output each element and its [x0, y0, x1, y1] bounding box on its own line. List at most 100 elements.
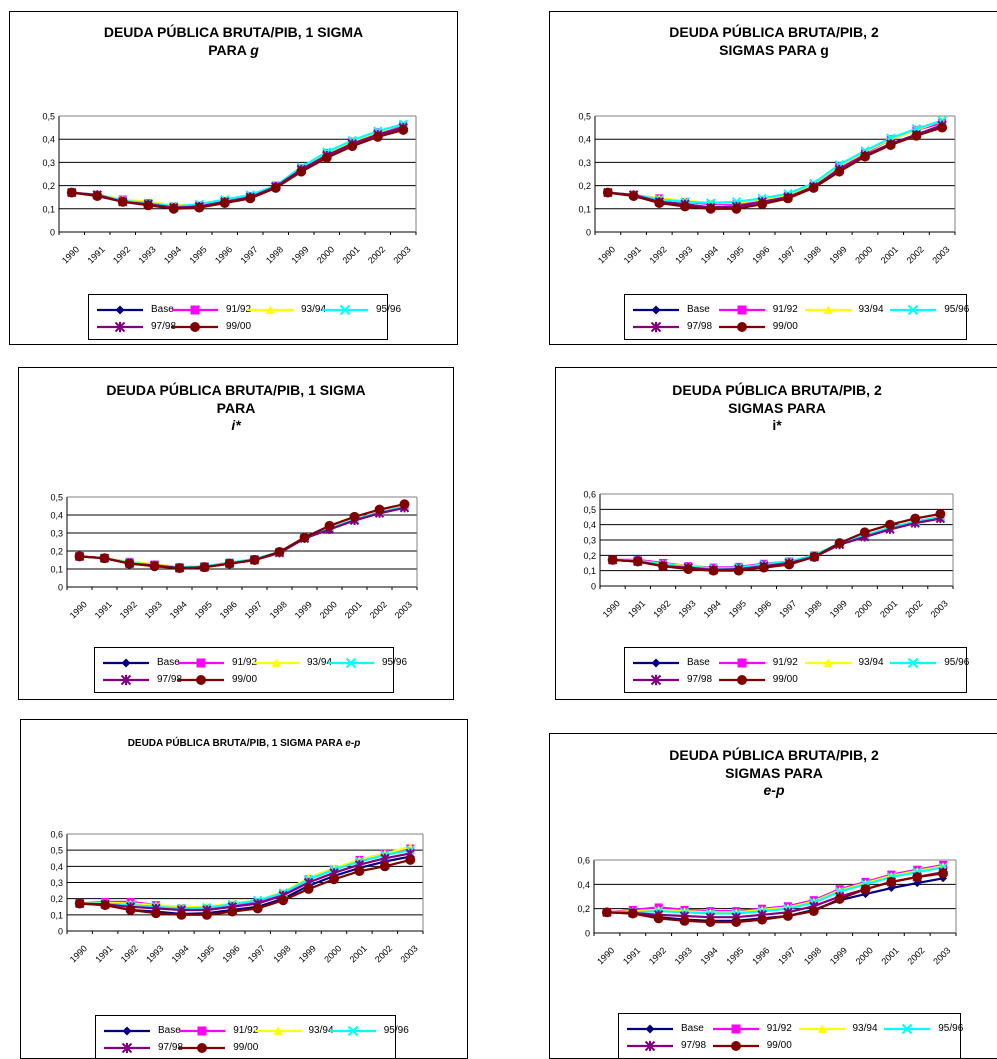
- data-point: [299, 532, 310, 543]
- x-tick-label: 2002: [905, 244, 926, 265]
- x-tick-label: 1996: [752, 598, 773, 619]
- plot: 0 0,1 0,2 0,3 0,4 0,5 1990 1991 1992 1993 1994 1995…: [50, 493, 418, 621]
- title-line: SIGMAS PARA g: [719, 41, 829, 58]
- data-point: [100, 900, 111, 911]
- x-tick-label: 1990: [596, 244, 617, 265]
- legend-swatch-93-94: [247, 305, 293, 314]
- y-tick-label: 0,4: [50, 511, 63, 521]
- legend-swatch-93-94: [254, 1026, 301, 1035]
- x-tick-label: 2001: [880, 945, 901, 966]
- x-tick-label: 1993: [143, 599, 164, 620]
- legend-label: Base: [687, 657, 710, 668]
- x-tick-label: 1991: [621, 945, 642, 966]
- data-point: [174, 563, 185, 574]
- y-tick-label: 0: [591, 582, 596, 592]
- legend-swatch-99-00: [178, 675, 224, 685]
- title-line: DEUDA PÚBLICA BRUTA/PIB, 2: [669, 24, 879, 40]
- legend-label: 97/98: [151, 321, 177, 332]
- legend-marker: [196, 658, 206, 668]
- x-tick-label: 1998: [271, 943, 292, 964]
- legend: Base 91/92 93/94 95/96 97/98 99/00: [94, 647, 407, 693]
- legend-item: 93/94: [251, 656, 332, 670]
- legend-label: 95/96: [944, 657, 970, 668]
- x-tick-label: 2001: [879, 244, 900, 265]
- x-tick-label: 2000: [315, 244, 336, 265]
- x-tick-label: 1998: [803, 598, 824, 619]
- chart-title: DEUDA PÚBLICA BRUTA/PIB, 2 SIGMAS PARA e…: [550, 747, 997, 800]
- legend: Base 91/92 93/94 95/96 97/98 99/00: [95, 1015, 409, 1058]
- x-tick-label: 1997: [246, 943, 267, 964]
- y-tick-label: 0,1: [50, 910, 63, 920]
- data-point: [249, 555, 260, 565]
- legend-label: Base: [151, 304, 174, 315]
- y-tick-label: 0,1: [42, 204, 55, 214]
- data-point: [654, 198, 665, 208]
- series-93-94: [603, 116, 947, 207]
- legend-item: 95/96: [320, 303, 401, 317]
- data-point: [658, 561, 668, 572]
- series-line: [606, 865, 944, 914]
- x-tick-label: 1995: [725, 244, 746, 265]
- y-tick-label: 0,1: [583, 566, 596, 576]
- legend-label: 93/94: [307, 657, 333, 668]
- title-line: DEUDA PÚBLICA BRUTA/PIB, 2: [672, 382, 882, 398]
- data-point: [757, 199, 768, 210]
- x-tick-label: 1992: [651, 598, 672, 619]
- data-point: [224, 558, 235, 569]
- legend-item: 99/00: [711, 1039, 795, 1053]
- legend-item: 99/00: [177, 1041, 258, 1055]
- legend-item: Base: [101, 656, 180, 670]
- data-point: [74, 898, 85, 909]
- x-tick-label: 1995: [187, 244, 208, 265]
- x-tick-label: 1991: [93, 943, 114, 964]
- legend-marker: [345, 657, 357, 669]
- data-point: [372, 131, 383, 142]
- legend-item: 95/96: [328, 1024, 409, 1038]
- title-line: i*: [231, 417, 241, 433]
- x-tick-label: 1992: [111, 244, 132, 265]
- legend-swatch-97-98: [103, 674, 149, 686]
- legend-swatch-99-00: [718, 322, 765, 332]
- legend-label: 93/94: [301, 304, 327, 315]
- legend-marker: [823, 658, 832, 667]
- legend-item: 99/00: [717, 320, 801, 334]
- data-point: [784, 559, 795, 570]
- data-point: [347, 141, 358, 152]
- data-point: [296, 166, 307, 177]
- series-99-00: [74, 854, 416, 920]
- data-point: [99, 553, 110, 564]
- series-93-94: [75, 842, 415, 911]
- legend-item: 99/00: [170, 320, 251, 334]
- legend-item: 95/96: [882, 1022, 966, 1036]
- data-point: [910, 513, 921, 524]
- x-tick-label: 2000: [853, 244, 874, 265]
- series-99-00: [607, 508, 946, 576]
- legend-item: 93/94: [245, 303, 326, 317]
- x-tick-label: 1998: [802, 244, 823, 265]
- x-tick-label: 2001: [343, 599, 364, 620]
- legend-item: 93/94: [803, 656, 887, 670]
- legend-swatch-Base: [104, 1026, 150, 1036]
- legend-swatch-91-92: [179, 1026, 226, 1036]
- series-95-96: [603, 115, 947, 208]
- legend-marker: [196, 675, 206, 685]
- data-point: [194, 202, 205, 213]
- x-tick-label: 2003: [929, 598, 950, 619]
- legend-label: 97/98: [157, 674, 183, 685]
- legend-label: 93/94: [852, 1023, 878, 1034]
- chart-panel-3: DEUDA PÚBLICA BRUTA/PIB, 1 SIGMA PARA i*…: [18, 367, 454, 700]
- legend-marker: [115, 305, 125, 315]
- title-line: e-p: [763, 782, 785, 798]
- legend-label: 91/92: [772, 657, 798, 668]
- x-tick-label: 1995: [727, 598, 748, 619]
- data-point: [66, 187, 77, 198]
- legend-swatch-97-98: [104, 1042, 150, 1054]
- legend-label: 95/96: [383, 1025, 409, 1036]
- data-point: [125, 905, 136, 915]
- legend-swatch-Base: [103, 658, 149, 668]
- x-tick-label: 1997: [238, 244, 259, 265]
- x-tick-label: 1990: [68, 599, 89, 620]
- data-point: [199, 562, 210, 573]
- x-tick-label: 1997: [777, 598, 798, 619]
- x-tick-label: 2003: [398, 943, 419, 964]
